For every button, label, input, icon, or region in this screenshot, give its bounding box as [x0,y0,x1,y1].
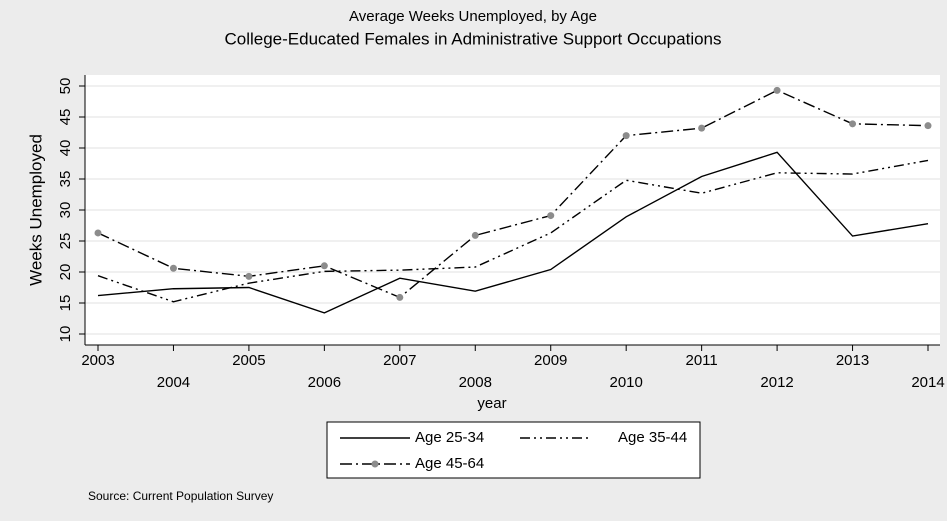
y-tick-label: 15 [57,295,74,312]
x-tick-label: 2010 [609,374,642,391]
legend-label: Age 25-34 [415,429,484,446]
series-marker [622,132,630,140]
x-tick-label: 2011 [686,352,718,369]
series-line [97,159,929,303]
y-axis-label: Weeks Unemployed [26,134,45,286]
x-axis-label: year [477,395,506,412]
x-tick-label: 2008 [459,374,492,391]
legend-label: Age 35-44 [618,429,687,446]
chart-title: Average Weeks Unemployed, by Age [349,8,597,25]
series-marker [471,231,479,239]
legend-label: Age 45-64 [415,455,484,472]
y-tick-label: 35 [57,171,74,188]
y-tick-label: 40 [57,140,74,157]
y-tick-label: 10 [57,326,74,343]
x-tick-label: 2007 [383,352,416,369]
x-tick-label: 2005 [232,352,265,369]
x-tick-label: 2004 [157,374,190,391]
y-tick-label: 45 [57,109,74,126]
y-tick-label: 20 [57,264,74,281]
x-tick-label: 2003 [81,352,114,369]
legend-marker [371,460,379,468]
chart-subtitle: College-Educated Females in Administrati… [224,29,721,48]
y-tick-label: 25 [57,233,74,250]
series-line [97,89,929,299]
x-tick-label: 2012 [760,374,793,391]
series-marker [773,86,781,94]
x-tick-label: 2009 [534,352,567,369]
series-marker [320,262,328,270]
legend [326,421,701,479]
series-marker [849,120,857,128]
y-tick-label: 30 [57,202,74,219]
x-tick-label: 2006 [308,374,341,391]
series-marker [698,124,706,132]
x-tick-label: 2013 [836,352,869,369]
series-marker [94,229,102,237]
y-tick-label: 50 [57,78,74,95]
series-marker [547,212,555,220]
series-line [97,151,929,314]
series-marker [245,272,253,280]
series-marker [924,122,932,130]
x-tick-label: 2014 [911,374,944,391]
source-note: Source: Current Population Survey [88,489,273,503]
series-marker [169,264,177,272]
series-marker [396,293,404,301]
